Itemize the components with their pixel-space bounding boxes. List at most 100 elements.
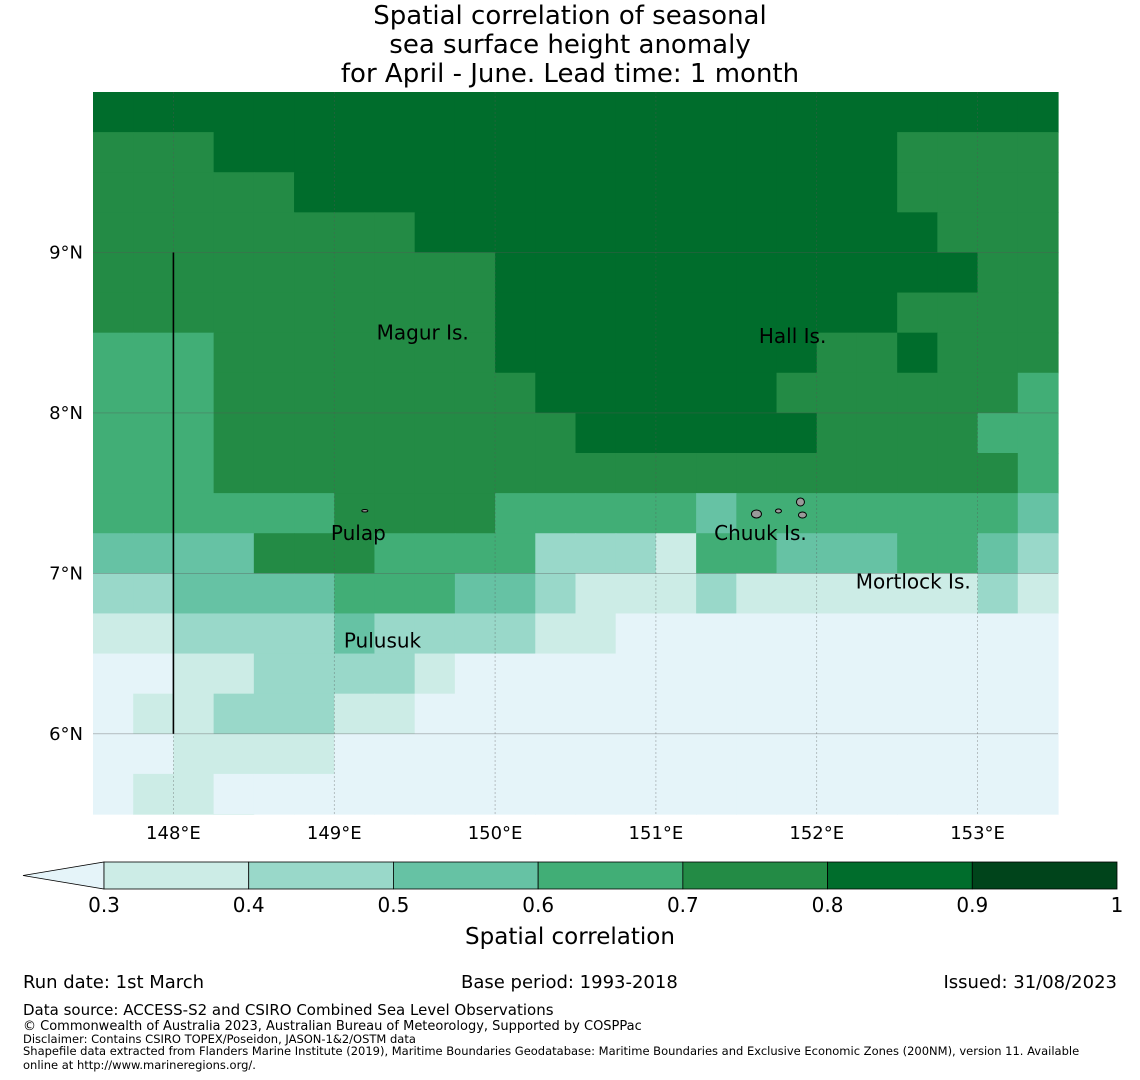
colorbar-segment	[103, 861, 250, 890]
heatmap-cell	[334, 212, 376, 254]
heatmap-cell	[213, 693, 255, 735]
heatmap-cell	[93, 613, 134, 655]
heatmap-cell	[776, 412, 818, 454]
heatmap-cell	[615, 92, 657, 133]
heatmap-cell	[374, 693, 416, 735]
heatmap-cell	[897, 533, 938, 574]
heatmap-cell	[615, 372, 657, 414]
heatmap-cell	[937, 693, 979, 735]
heatmap-cell	[253, 814, 295, 815]
heatmap-cell	[897, 172, 938, 213]
heatmap-cell	[937, 453, 979, 494]
heatmap-cell	[454, 733, 496, 775]
heatmap-cell	[776, 292, 818, 334]
heatmap-cell	[133, 733, 175, 775]
heatmap-cell	[133, 573, 175, 615]
heatmap-cell	[977, 773, 1019, 815]
heatmap-cell	[374, 493, 416, 534]
heatmap-cell	[495, 292, 536, 334]
island-label: Magur Is.	[377, 321, 469, 345]
heatmap-cell	[1017, 493, 1059, 534]
heatmap-cell	[856, 92, 898, 133]
y-tick-label: 9°N	[49, 242, 83, 263]
heatmap-cell	[977, 693, 1019, 735]
heatmap-cell	[776, 132, 818, 173]
heatmap-cell	[937, 533, 979, 574]
heatmap-cell	[615, 773, 657, 815]
heatmap-cell	[334, 332, 376, 374]
heatmap-cell	[1017, 292, 1059, 334]
heatmap-cell	[213, 132, 255, 173]
heatmap-cell	[856, 773, 898, 815]
heatmap-cell	[454, 372, 496, 414]
heatmap-cell	[575, 172, 617, 213]
heatmap-cell	[133, 693, 175, 735]
heatmap-cell	[454, 212, 496, 254]
heatmap-cell	[1017, 533, 1059, 574]
heatmap-cell	[977, 92, 1019, 133]
heatmap-cell	[495, 412, 536, 454]
colorbar-segment	[537, 861, 684, 890]
heatmap-cell	[615, 212, 657, 254]
heatmap-cell	[334, 533, 376, 574]
heatmap-cell	[93, 372, 134, 414]
colorbar-tick-label: 0.8	[812, 893, 844, 917]
heatmap-cell	[535, 453, 577, 494]
heatmap-cell	[414, 332, 456, 374]
heatmap-cell	[977, 733, 1019, 775]
heatmap-cell	[414, 252, 456, 294]
heatmap-cell	[897, 773, 938, 815]
heatmap-cell	[213, 372, 255, 414]
heatmap-cell	[937, 493, 979, 534]
colorbar-segment	[248, 861, 394, 890]
heatmap-cell	[173, 372, 215, 414]
heatmap-cell	[655, 773, 697, 815]
heatmap-cell	[253, 212, 295, 254]
heatmap-cell	[495, 493, 536, 534]
heatmap-cell	[736, 332, 778, 374]
colorbar-label: Spatial correlation	[465, 924, 675, 950]
heatmap-cell	[374, 533, 416, 574]
heatmap-cell	[294, 172, 335, 213]
heatmap-cell	[776, 653, 818, 695]
heatmap-cell	[1017, 412, 1059, 454]
heatmap-cell	[696, 653, 737, 695]
heatmap-cell	[615, 613, 657, 655]
heatmap-cell	[696, 453, 737, 494]
heatmap-cell	[897, 412, 938, 454]
heatmap-cell	[897, 814, 938, 815]
colorbar-tick-label: 0.6	[522, 893, 554, 917]
heatmap-cell	[495, 814, 536, 815]
heatmap-cell	[937, 372, 979, 414]
heatmap-cell	[615, 252, 657, 294]
heatmap-cell	[937, 773, 979, 815]
heatmap-cell	[937, 172, 979, 213]
heatmap-cell	[133, 92, 175, 133]
heatmap-cell	[696, 372, 737, 414]
heatmap-cell	[937, 412, 979, 454]
heatmap-cell	[414, 814, 456, 815]
heatmap-cell	[213, 773, 255, 815]
heatmap-cell	[535, 493, 577, 534]
heatmap-cell	[615, 533, 657, 574]
heatmap-cell	[454, 693, 496, 735]
heatmap-cell	[213, 733, 255, 775]
heatmap-cell	[374, 773, 416, 815]
heatmap-cell	[535, 533, 577, 574]
heatmap-cell	[736, 653, 778, 695]
heatmap-cell	[655, 814, 697, 815]
heatmap-cell	[615, 733, 657, 775]
heatmap-cell	[655, 533, 697, 574]
heatmap-cell	[93, 92, 134, 133]
heatmap-cell	[414, 453, 456, 494]
heatmap-cell	[294, 613, 335, 655]
island-label: Mortlock Is.	[856, 569, 971, 593]
heatmap-cell	[816, 332, 858, 374]
heatmap-cell	[93, 773, 134, 815]
copyright: © Commonwealth of Australia 2023, Austra…	[23, 1019, 642, 1034]
heatmap-cell	[977, 453, 1019, 494]
island-label: Pulusuk	[344, 629, 422, 653]
heatmap-cell	[454, 613, 496, 655]
heatmap-cell	[655, 292, 697, 334]
heatmap-cell	[1017, 653, 1059, 695]
